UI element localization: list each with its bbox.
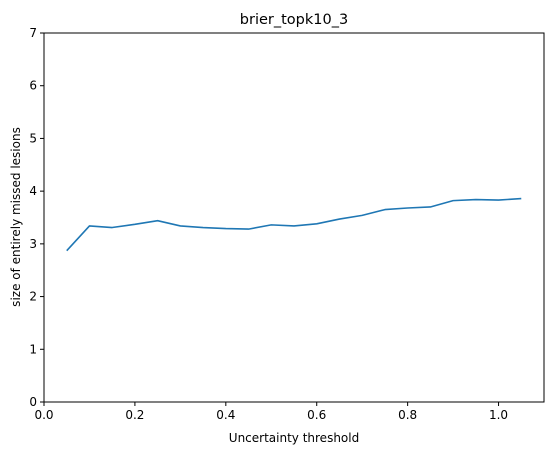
y-tick-label: 5 (29, 131, 37, 145)
series-line-0 (66, 197, 522, 252)
x-axis-label: Uncertainty threshold (229, 431, 359, 445)
y-axis-ticks: 0 1 2 3 4 5 6 7 (29, 26, 44, 409)
x-tick-label: 0.4 (216, 408, 235, 422)
x-tick-label: 0.0 (34, 408, 53, 422)
plot-frame (43, 32, 545, 403)
y-tick-label: 0 (29, 395, 37, 409)
x-tick-label: 0.2 (125, 408, 144, 422)
y-tick-label: 1 (29, 342, 37, 356)
y-tick-label: 2 (29, 290, 37, 304)
y-tick-label: 4 (29, 184, 37, 198)
chart-title: brier_topk10_3 (240, 12, 348, 28)
x-tick-label: 0.6 (307, 408, 326, 422)
y-axis-label: size of entirely missed lesions (9, 127, 23, 307)
y-tick-label: 6 (29, 79, 37, 93)
plot-area (43, 32, 545, 403)
x-tick-label: 1.0 (489, 408, 508, 422)
x-tick-label: 0.8 (398, 408, 417, 422)
y-tick-label: 7 (29, 26, 37, 40)
y-tick-label: 3 (29, 237, 37, 251)
x-axis-ticks: 0.0 0.2 0.4 0.6 0.8 1.0 (34, 402, 508, 422)
